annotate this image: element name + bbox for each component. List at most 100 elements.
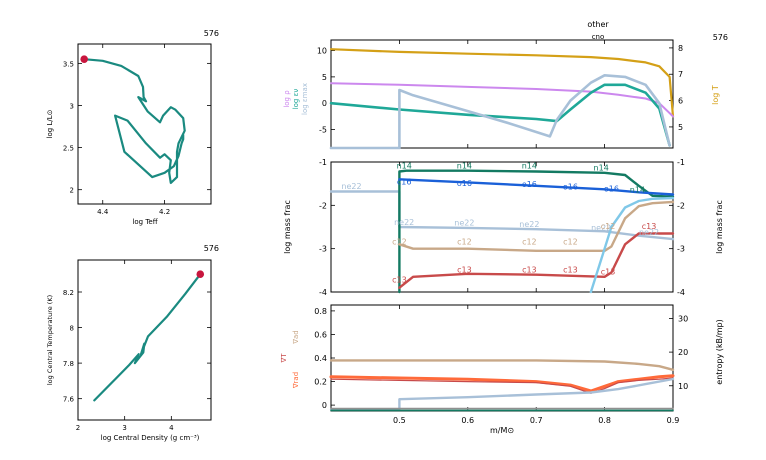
bot-ytick-label: 0 (322, 401, 327, 410)
hr-current-point (80, 55, 88, 63)
species-label: n14 (630, 185, 645, 194)
top-y2tick-label: 6 (678, 97, 683, 106)
center-ticks: 7.6 7.8 8 8.2 2 3 4 (63, 260, 211, 432)
bot-y2tick-label: 30 (678, 314, 688, 323)
species-label: ne22 (591, 223, 611, 232)
hr-diagram-panel: 576 log Teff log L/L⊙ 2 2.5 3 3.5 4.4 4.2 (46, 29, 219, 226)
species-label: c12 (522, 237, 537, 246)
profile-top-panel: other cno 576 log ρ log εν log εmax log … (283, 20, 728, 150)
top-ytick-label: 10 (317, 47, 327, 56)
bot-xtick-label: 0.6 (461, 416, 474, 425)
species-label: n14 (457, 162, 472, 171)
center-x-axis-label: log Central Density (g cm⁻³) (101, 434, 200, 442)
hr-ticks: 2 2.5 3 3.5 4.4 4.2 (63, 44, 211, 216)
hr-ytick-label: 3 (70, 102, 74, 110)
bot-ytick-label: 0.8 (314, 307, 327, 316)
center-ytick-label: 8.2 (63, 289, 74, 297)
species-label: ne22 (454, 219, 474, 228)
species-label: c12 (457, 237, 472, 246)
bot-x-axis-label: m/M⊙ (490, 426, 514, 435)
bot-ylabel-grad-t: ∇T (280, 353, 288, 364)
species-label: o16 (563, 182, 578, 191)
top-series-3 (329, 74, 671, 150)
center-track-lines (93, 270, 205, 402)
species-label: n14 (397, 162, 412, 171)
species-label: c12 (392, 237, 407, 246)
top-title: other (587, 20, 609, 29)
bot-y2tick-label: 10 (678, 382, 688, 391)
species-label: c12 (563, 237, 578, 246)
bot-gradient-lines (329, 359, 675, 412)
hr-ytick-label: 2.5 (63, 145, 74, 153)
top-series-1 (330, 82, 674, 118)
species-label: c13 (457, 266, 472, 275)
top-ylabel-rho: log ρ (283, 90, 291, 108)
bot-series-ad (329, 359, 675, 371)
mid-ytick-label: -4 (319, 288, 327, 297)
mid-y2-axis-label: log mass frac (715, 200, 724, 254)
mid-ticks: -1 -1 -2 -2 -3 -3 -4 -4 (319, 158, 685, 297)
bot-ytick-label: 0.4 (314, 354, 327, 363)
mid-ytick-label: -1 (319, 158, 327, 167)
hr-xtick-label: 4.4 (97, 208, 109, 216)
species-label: n14 (522, 162, 537, 171)
hr-track-lines (80, 55, 186, 184)
center-xtick-label: 3 (122, 424, 126, 432)
mid-ytick-label-right: -3 (677, 245, 685, 254)
species-label: o16 (457, 179, 472, 188)
top-y2tick-label: 8 (678, 44, 683, 53)
center-y-axis-label: log Central Temperature (K) (46, 295, 54, 385)
top-series-0 (329, 48, 675, 118)
mid-ytick-label: -2 (319, 201, 327, 210)
top-ytick-label: 0 (322, 99, 327, 108)
bot-ylabel-grad-rad: ∇rad (292, 372, 300, 389)
species-label: ne22 (639, 228, 659, 237)
bot-xtick-label: 0.5 (393, 416, 406, 425)
center-current-point (196, 270, 205, 279)
mid-abundance-lines (329, 169, 675, 294)
mid-series-he4 (589, 196, 675, 294)
mid-frame (330, 161, 674, 293)
mid-ytick-label: -3 (319, 245, 327, 254)
hr-ytick-label: 3.5 (63, 60, 74, 68)
center-model-number: 576 (204, 244, 219, 253)
mid-species-labels: n14 n14 n14 n14 c16 o16 o16 o16 o16 n14 ne22 ne22 ne… (341, 162, 659, 285)
top-series-2 (329, 83, 671, 147)
top-profile-lines (329, 48, 675, 150)
center-xtick-label: 2 (76, 424, 80, 432)
central-conditions-panel: 576 log Central Density (g cm⁻³) log Cen… (46, 244, 219, 442)
bot-ytick-label: 0.6 (314, 330, 327, 339)
mid-series-c16 (398, 178, 675, 196)
species-label: c13 (601, 268, 616, 277)
hr-xtick-label: 4.2 (159, 208, 170, 216)
species-label: c12 (601, 222, 616, 231)
hr-series-0 (83, 58, 186, 184)
bot-xtick-label: 0.8 (598, 416, 611, 425)
gradients-panel: m/M⊙ ∇ad ∇T ∇rad entropy (kB/mp) 0 0.2 0.4… (280, 304, 724, 435)
mid-ytick-label-right: -4 (677, 288, 685, 297)
top-y2tick-label: 5 (678, 123, 683, 132)
hr-frame (77, 43, 212, 205)
species-label: c16 (397, 178, 412, 187)
species-label: o16 (522, 180, 537, 189)
mid-series-n14 (398, 169, 675, 294)
bot-series-rad (329, 374, 675, 393)
species-label: ne22 (341, 182, 361, 191)
hr-model-number: 576 (204, 29, 219, 38)
bot-y2-axis-label: entropy (kB/mp) (715, 319, 724, 384)
species-label: ne22 (394, 218, 414, 227)
hr-ytick-label: 2 (70, 187, 74, 195)
center-ytick-label: 7.8 (63, 360, 74, 368)
top-model-number: 576 (713, 33, 728, 42)
species-label: ne22 (519, 220, 539, 229)
top-y2-label: log T (711, 85, 720, 105)
species-label: n14 (594, 164, 609, 173)
top-subtitle: cno (592, 33, 605, 41)
top-ytick-label: 5 (322, 73, 327, 82)
hr-y-axis-label: log L/L⊙ (46, 110, 54, 139)
top-y2tick-label: 7 (678, 70, 683, 79)
species-label: c13 (392, 275, 407, 284)
center-xtick-label: 4 (169, 424, 174, 432)
center-ytick-label: 7.6 (63, 396, 75, 404)
